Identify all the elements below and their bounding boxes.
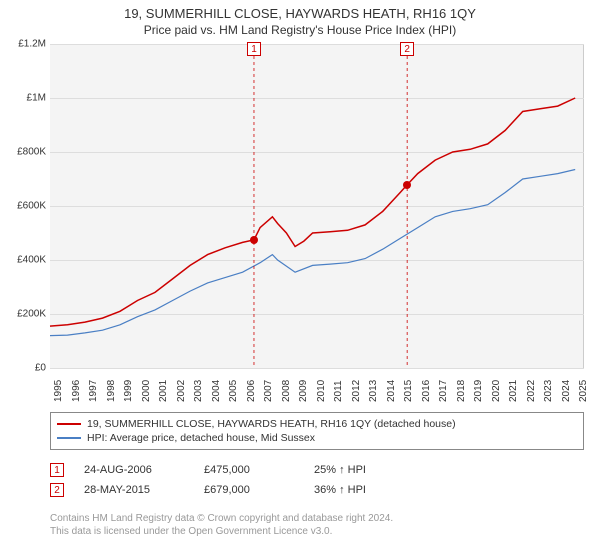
sale-row: 2 28-MAY-2015 £679,000 36% ↑ HPI (50, 480, 584, 500)
footer-line1: Contains HM Land Registry data © Crown c… (50, 512, 393, 525)
y-axis-label: £1M (27, 93, 46, 104)
x-axis-label: 2009 (298, 380, 309, 402)
chart-container: 19, SUMMERHILL CLOSE, HAYWARDS HEATH, RH… (0, 0, 600, 560)
sale-hpi: 25% ↑ HPI (314, 464, 404, 476)
titles-block: 19, SUMMERHILL CLOSE, HAYWARDS HEATH, RH… (0, 0, 600, 37)
x-axis-label: 2008 (281, 380, 292, 402)
sales-table: 1 24-AUG-2006 £475,000 25% ↑ HPI 2 28-MA… (50, 460, 584, 500)
y-axis-label: £200K (17, 309, 46, 320)
x-axis-label: 2019 (473, 380, 484, 402)
x-axis-label: 2003 (193, 380, 204, 402)
legend-swatch-property (57, 423, 81, 425)
footer-attribution: Contains HM Land Registry data © Crown c… (50, 512, 393, 538)
legend-box: 19, SUMMERHILL CLOSE, HAYWARDS HEATH, RH… (50, 412, 584, 450)
legend-item-property: 19, SUMMERHILL CLOSE, HAYWARDS HEATH, RH… (57, 417, 577, 431)
x-axis-label: 2023 (543, 380, 554, 402)
x-axis-label: 2021 (508, 380, 519, 402)
x-axis-label: 2012 (351, 380, 362, 402)
x-axis-label: 2001 (158, 380, 169, 402)
x-axis-label: 1996 (71, 380, 82, 402)
sale-marker-box: 2 (400, 42, 414, 56)
x-axis-label: 2016 (421, 380, 432, 402)
x-axis-label: 2002 (176, 380, 187, 402)
x-axis-label: 2010 (316, 380, 327, 402)
x-axis-label: 2004 (211, 380, 222, 402)
line-chart-svg (50, 44, 584, 368)
sale-marker-1: 1 (50, 463, 64, 477)
chart-area: £0£200K£400K£600K£800K£1M£1.2M 199519961… (50, 44, 584, 402)
sale-dot (403, 181, 411, 189)
x-axis-label: 2022 (526, 380, 537, 402)
series-hpi (50, 170, 575, 336)
x-axis-label: 2013 (368, 380, 379, 402)
y-axis-label: £1.2M (18, 39, 46, 50)
gridline (50, 368, 584, 369)
y-axis-label: £600K (17, 201, 46, 212)
legend-swatch-hpi (57, 437, 81, 439)
x-axis-label: 2007 (263, 380, 274, 402)
chart-subtitle: Price paid vs. HM Land Registry's House … (0, 23, 600, 37)
x-axis-label: 1995 (53, 380, 64, 402)
sale-price: £475,000 (204, 464, 294, 476)
y-axis-label: £800K (17, 147, 46, 158)
x-axis-label: 2020 (491, 380, 502, 402)
y-axis-label: £0 (35, 363, 46, 374)
legend-label-property: 19, SUMMERHILL CLOSE, HAYWARDS HEATH, RH… (87, 418, 456, 430)
x-axis-label: 2015 (403, 380, 414, 402)
sale-date: 28-MAY-2015 (84, 484, 184, 496)
x-axis-label: 2006 (246, 380, 257, 402)
sale-date: 24-AUG-2006 (84, 464, 184, 476)
footer-line2: This data is licensed under the Open Gov… (50, 525, 393, 538)
series-property (50, 98, 575, 326)
x-axis-label: 2024 (561, 380, 572, 402)
legend-label-hpi: HPI: Average price, detached house, Mid … (87, 432, 315, 444)
sale-row: 1 24-AUG-2006 £475,000 25% ↑ HPI (50, 460, 584, 480)
x-axis-label: 1998 (106, 380, 117, 402)
x-axis-label: 2005 (228, 380, 239, 402)
x-axis-label: 1999 (123, 380, 134, 402)
chart-title: 19, SUMMERHILL CLOSE, HAYWARDS HEATH, RH… (0, 6, 600, 21)
x-axis-label: 2000 (141, 380, 152, 402)
x-axis-label: 2014 (386, 380, 397, 402)
sale-hpi: 36% ↑ HPI (314, 484, 404, 496)
x-axis-label: 2018 (456, 380, 467, 402)
sale-dot (250, 236, 258, 244)
x-axis-label: 2017 (438, 380, 449, 402)
sale-marker-box: 1 (247, 42, 261, 56)
x-axis-label: 2011 (333, 380, 344, 402)
legend-item-hpi: HPI: Average price, detached house, Mid … (57, 431, 577, 445)
x-axis-label: 1997 (88, 380, 99, 402)
sale-marker-2: 2 (50, 483, 64, 497)
y-axis-label: £400K (17, 255, 46, 266)
sale-price: £679,000 (204, 484, 294, 496)
x-axis-label: 2025 (578, 380, 589, 402)
